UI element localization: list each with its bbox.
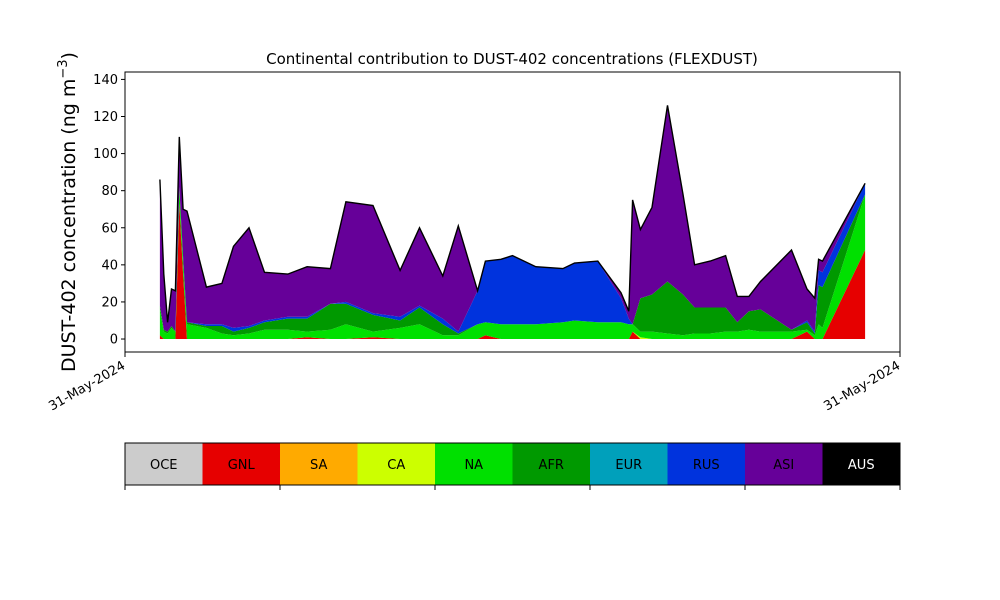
total-line-group xyxy=(159,105,866,323)
legend-label-sa: SA xyxy=(310,458,327,473)
y-tick-label: 100 xyxy=(93,147,118,162)
y-axis-label-end: ) xyxy=(58,52,80,59)
y-axis-label-main: DUST-402 concentration (ng m xyxy=(58,79,80,372)
y-tick-label: 60 xyxy=(101,221,118,236)
legend-swatch-na xyxy=(435,443,513,485)
legend-swatch-rus xyxy=(667,443,745,485)
legend-label-gnl: GNL xyxy=(228,458,256,473)
legend-bar: OCE GNL SA CA NA AFR EUR RUS ASI AUS xyxy=(124,442,901,490)
y-axis-label-exponent: −3 xyxy=(56,59,71,78)
legend-swatch-sa xyxy=(280,443,358,485)
series-area-rus xyxy=(159,183,866,334)
y-tick-label: 20 xyxy=(101,295,118,310)
legend-label-oce: OCE xyxy=(150,458,178,473)
y-tick-label: 40 xyxy=(101,258,118,273)
y-tick-label: 140 xyxy=(93,73,118,88)
legend-label-na: NA xyxy=(464,458,483,473)
legend-swatch-oce xyxy=(125,443,203,485)
legend-label-rus: RUS xyxy=(693,458,720,473)
legend-label-eur: EUR xyxy=(615,458,642,473)
total-concentration-line xyxy=(159,105,866,323)
legend-swatch-asi xyxy=(745,443,823,485)
stacked-areas xyxy=(159,105,866,339)
series-area-asi xyxy=(159,105,866,332)
x-tick-label: 31-May-2024 xyxy=(821,358,903,414)
legend-swatch-eur xyxy=(590,443,668,485)
legend-label-asi: ASI xyxy=(773,458,794,473)
chart-title: Continental contribution to DUST-402 con… xyxy=(266,50,758,68)
y-tick-label: 0 xyxy=(110,333,118,348)
x-axis-ticks: 31-May-2024 31-May-2024 xyxy=(46,352,903,414)
y-axis-label: DUST-402 concentration (ng m−3) xyxy=(56,52,80,372)
y-tick-label: 120 xyxy=(93,110,118,125)
legend-swatch-gnl xyxy=(202,443,280,485)
legend-frame xyxy=(124,442,901,486)
legend-label-afr: AFR xyxy=(539,458,564,473)
legend-label-aus: AUS xyxy=(848,458,875,473)
legend-swatch-afr xyxy=(512,443,590,485)
y-tick-label: 80 xyxy=(101,184,118,199)
plot-frame xyxy=(124,71,901,353)
legend-label-ca: CA xyxy=(387,458,405,473)
y-axis-ticks: 0 20 40 60 80 100 120 140 xyxy=(93,73,125,348)
legend-swatch-aus xyxy=(822,443,900,485)
legend-swatch-ca xyxy=(357,443,435,485)
